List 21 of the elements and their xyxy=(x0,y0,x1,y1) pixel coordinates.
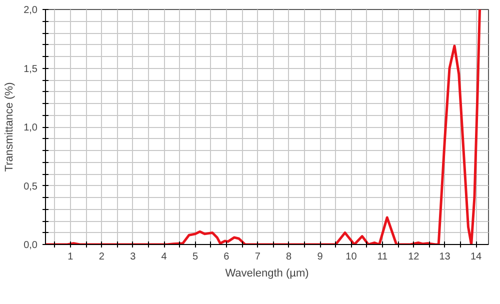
x-tick-label: 5 xyxy=(192,252,198,262)
x-tick-label: 6 xyxy=(224,252,230,262)
x-tick-label: 7 xyxy=(254,252,261,262)
x-tick-label: 12 xyxy=(408,252,420,262)
x-tick-label: 4 xyxy=(161,252,168,262)
y-tick-label: 1,0 xyxy=(24,122,38,134)
x-tick-label: 10 xyxy=(346,252,358,262)
y-tick-label: 0,0 xyxy=(24,240,38,251)
x-tick-label: 9 xyxy=(317,252,324,262)
x-tick-label: 14 xyxy=(470,252,482,262)
x-tick-label: 3 xyxy=(130,252,136,262)
x-axis-title: Wavelength (µm) xyxy=(225,268,309,280)
x-tick-label: 8 xyxy=(286,252,292,262)
y-tick-label: 2,0 xyxy=(24,5,38,16)
x-tick-label: 13 xyxy=(439,252,451,262)
y-axis-title: Transmittance (%) xyxy=(4,82,16,172)
x-tick-label: 2 xyxy=(98,252,105,262)
y-tick-label: 0,5 xyxy=(24,181,38,192)
x-tick-label: 11 xyxy=(377,252,388,262)
x-tick-label: 1 xyxy=(68,252,74,262)
y-tick-label: 1,5 xyxy=(24,64,38,75)
